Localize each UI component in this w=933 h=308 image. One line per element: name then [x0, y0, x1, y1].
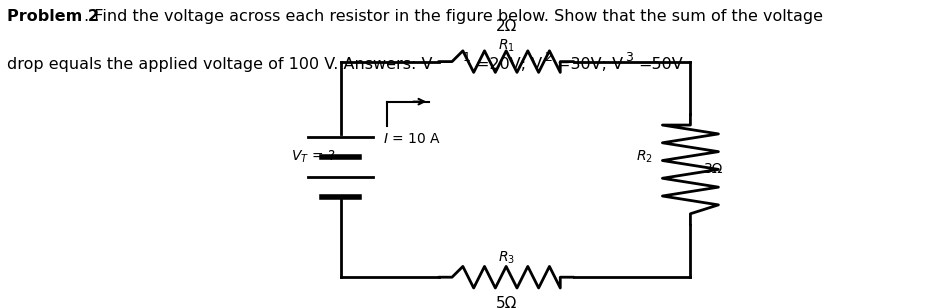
- Text: =20V; V: =20V; V: [476, 57, 542, 72]
- Text: 5Ω: 5Ω: [495, 296, 517, 308]
- Text: drop equals the applied voltage of 100 V. Answers: V: drop equals the applied voltage of 100 V…: [7, 57, 433, 72]
- Text: $R_1$: $R_1$: [497, 38, 515, 54]
- Text: 3: 3: [625, 51, 633, 64]
- Text: =50V: =50V: [638, 57, 683, 72]
- Text: $R_2$: $R_2$: [636, 149, 653, 165]
- Text: 3Ω: 3Ω: [704, 162, 724, 176]
- Text: . Find the voltage across each resistor in the figure below. Show that the sum o: . Find the voltage across each resistor …: [84, 9, 823, 24]
- Text: Problem 2: Problem 2: [7, 9, 100, 24]
- Text: $V_T$ = ?: $V_T$ = ?: [291, 149, 336, 165]
- Text: 1: 1: [463, 51, 470, 64]
- Text: =30V; V: =30V; V: [557, 57, 623, 72]
- Text: $I$ = 10 A: $I$ = 10 A: [383, 132, 440, 146]
- Text: 2Ω: 2Ω: [495, 19, 517, 34]
- Text: $R_3$: $R_3$: [497, 250, 515, 266]
- Text: 2: 2: [544, 51, 551, 64]
